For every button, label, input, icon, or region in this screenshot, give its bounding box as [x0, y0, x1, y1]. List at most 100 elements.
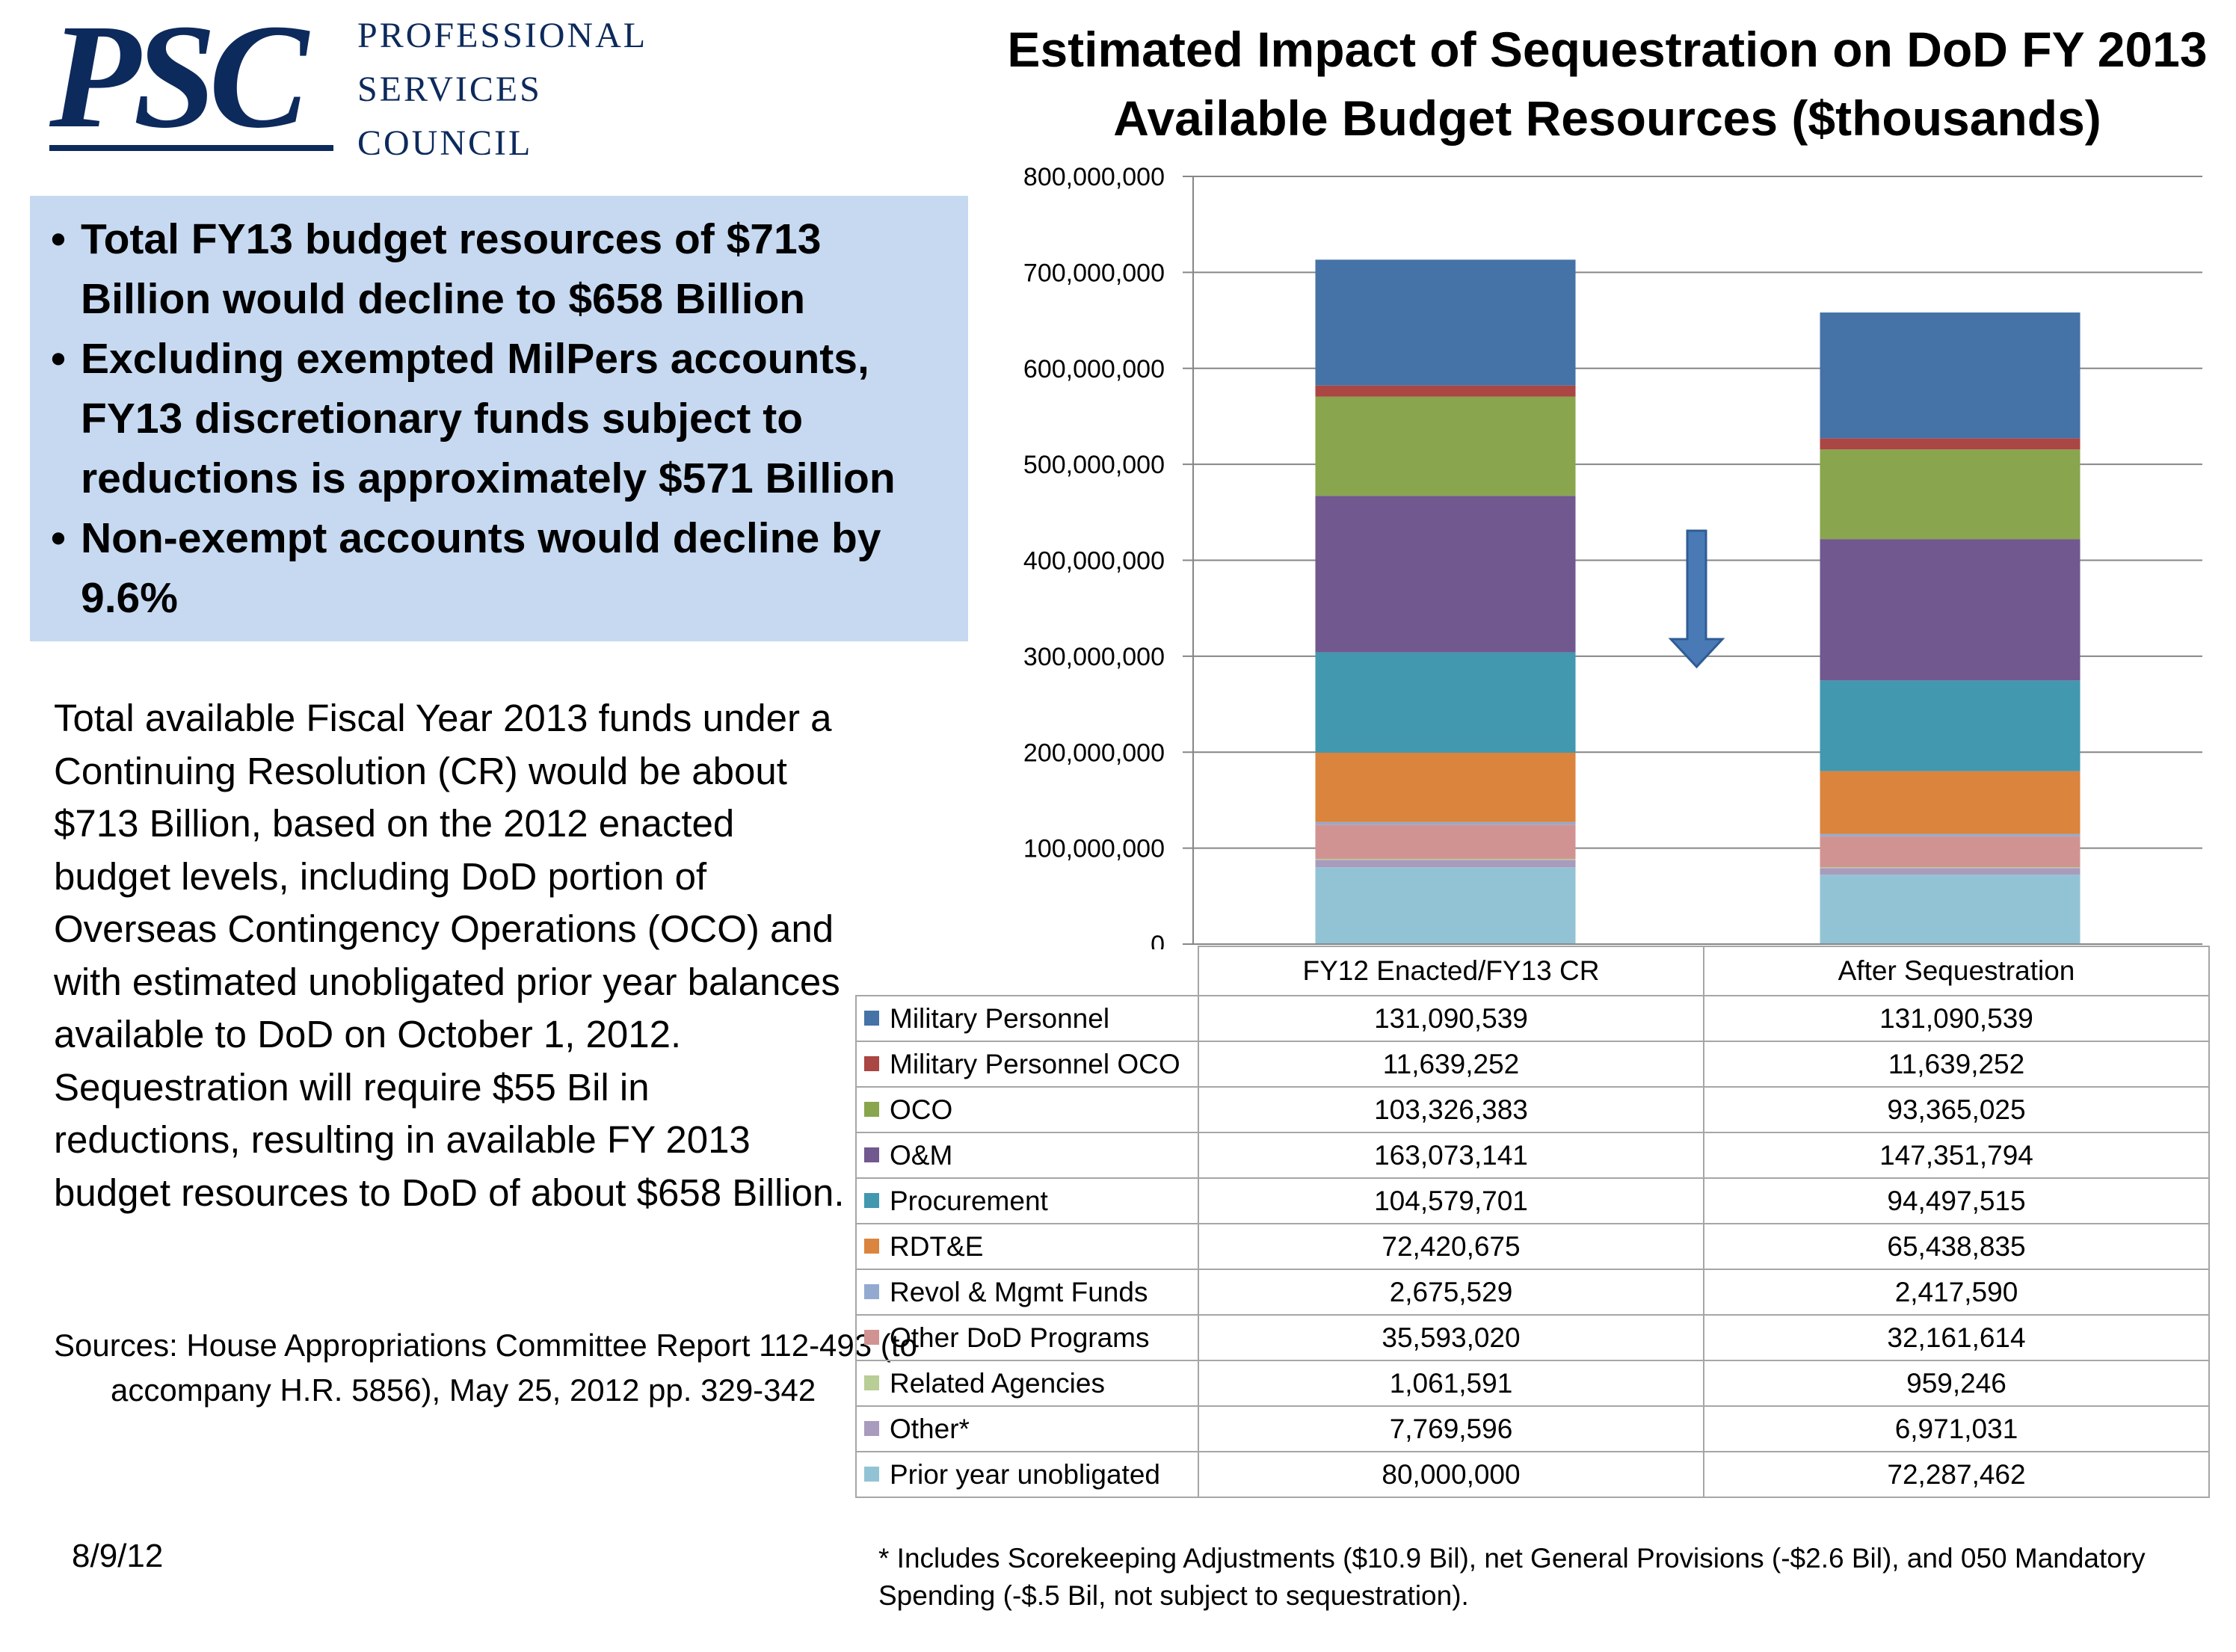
value-cell: 80,000,000 [1198, 1451, 1704, 1498]
column-header: After Sequestration [1703, 946, 2210, 996]
bar-segment [1315, 752, 1576, 822]
logo-mark: PSC [49, 0, 309, 159]
legend-swatch [864, 1420, 879, 1436]
table-row: Other DoD Programs 35,593,020 32,161,614 [855, 1314, 2210, 1361]
bar-segment [1820, 771, 2081, 834]
value-cell: 72,420,675 [1198, 1223, 1704, 1270]
y-tick-label: 200,000,000 [1023, 739, 1165, 767]
key-point: Excluding exempted MilPers accounts, FY1… [51, 329, 953, 508]
bar-segment [1820, 833, 2081, 836]
value-cell: 11,639,252 [1703, 1041, 2210, 1088]
value-cell: 131,090,539 [1198, 995, 1704, 1042]
series-name: Procurement [890, 1185, 1048, 1216]
series-name: OCO [890, 1094, 953, 1125]
bar-segment [1820, 875, 2081, 944]
table-corner [856, 946, 1199, 996]
bar-segment [1820, 868, 2081, 875]
bar-segment [1315, 385, 1576, 397]
bar-segment [1315, 822, 1576, 825]
axes [1192, 176, 2202, 945]
series-name: Revol & Mgmt Funds [890, 1276, 1148, 1307]
series-name-cell: RDT&E [855, 1223, 1199, 1270]
value-cell: 65,438,835 [1703, 1223, 2210, 1270]
table-row: Revol & Mgmt Funds 2,675,529 2,417,590 [855, 1269, 2210, 1316]
key-points-list: Total FY13 budget resources of $713 Bill… [51, 209, 953, 628]
legend-swatch [864, 1192, 879, 1208]
series-name-cell: Military Personnel OCO [855, 1041, 1199, 1088]
bar-segment [1820, 312, 2081, 439]
series-name: Other* [890, 1413, 970, 1444]
table-row: Prior year unobligated 80,000,000 72,287,4… [855, 1451, 2210, 1498]
legend-swatch [864, 1375, 879, 1390]
series-name-cell: Military Personnel [855, 995, 1199, 1042]
y-tick-label: 400,000,000 [1023, 547, 1165, 576]
series-name: Military Personnel [890, 1002, 1110, 1034]
value-cell: 163,073,141 [1198, 1132, 1704, 1179]
sources-citation: Sources: House Appropriations Committee … [54, 1328, 917, 1408]
series-name-cell: Revol & Mgmt Funds [855, 1269, 1199, 1316]
series-name-cell: Prior year unobligated [855, 1451, 1199, 1498]
value-cell: 72,287,462 [1703, 1451, 2210, 1498]
legend-swatch [864, 1147, 879, 1162]
legend-swatch [864, 1466, 879, 1482]
table-row: Other* 7,769,596 6,971,031 [855, 1405, 2210, 1452]
value-cell: 7,769,596 [1198, 1405, 1704, 1452]
table-row: RDT&E 72,420,675 65,438,835 [855, 1223, 2210, 1270]
bar-segment [1820, 438, 2081, 450]
table-row: Procurement 104,579,701 94,497,515 [855, 1177, 2210, 1224]
value-cell: 147,351,794 [1703, 1132, 2210, 1179]
legend-swatch [864, 1283, 879, 1299]
series-name-cell: Other* [855, 1405, 1199, 1452]
series-name-cell: O&M [855, 1132, 1199, 1179]
bar-segment [1315, 396, 1576, 496]
legend-swatch [864, 1010, 879, 1026]
series-name: Related Agencies [890, 1367, 1105, 1399]
bar-segment [1315, 867, 1576, 944]
table-row: Related Agencies 1,061,591 959,246 [855, 1360, 2210, 1407]
table-row: OCO 103,326,383 93,365,025 [855, 1086, 2210, 1133]
series-name: Military Personnel OCO [890, 1048, 1180, 1079]
bar-segment [1315, 652, 1576, 753]
logo-words: PROFESSIONAL SERVICES COUNCIL [357, 9, 647, 170]
y-axis-ticks: 0 100,000,000 200,000,000 300,000,000 400,00… [1023, 163, 1193, 949]
bar-segment [1820, 539, 2081, 681]
bar-segment [1315, 860, 1576, 868]
bar-segment [1315, 825, 1576, 859]
value-cell: 2,675,529 [1198, 1269, 1704, 1316]
legend-swatch [864, 1055, 879, 1071]
chart-title: Estimated Impact of Sequestration on DoD… [972, 15, 2236, 152]
series-name-cell: Other DoD Programs [855, 1314, 1199, 1361]
legend-swatch [864, 1329, 879, 1345]
table-row: O&M 163,073,141 147,351,794 [855, 1132, 2210, 1179]
y-tick-label: 500,000,000 [1023, 451, 1165, 479]
stacked-bar-chart: 0 100,000,000 200,000,000 300,000,000 400,00… [1023, 163, 2202, 949]
y-tick-label: 0 [1151, 931, 1165, 949]
series-name: Other DoD Programs [890, 1322, 1150, 1353]
chart-title-line-1: Estimated Impact of Sequestration on DoD… [1007, 22, 2208, 77]
logo-rule [49, 145, 333, 151]
y-tick-label: 100,000,000 [1023, 835, 1165, 863]
value-cell: 131,090,539 [1703, 995, 2210, 1042]
value-cell: 35,593,020 [1198, 1314, 1704, 1361]
value-cell: 93,365,025 [1703, 1086, 2210, 1133]
y-tick-label: 600,000,000 [1023, 355, 1165, 383]
logo-line-3: COUNCIL [357, 123, 533, 163]
footnote: * Includes Scorekeeping Adjustments ($10… [878, 1543, 2146, 1611]
series-name: O&M [890, 1139, 953, 1171]
value-cell: 103,326,383 [1198, 1086, 1704, 1133]
table-row: Military Personnel OCO 11,639,252 11,639,2… [855, 1041, 2210, 1088]
y-tick-label: 300,000,000 [1023, 643, 1165, 671]
bar-segment [1315, 858, 1576, 860]
value-cell: 94,497,515 [1703, 1177, 2210, 1224]
y-tick-label: 800,000,000 [1023, 163, 1165, 191]
value-cell: 1,061,591 [1198, 1360, 1704, 1407]
chart-title-line-2: Available Budget Resources ($thousands) [1113, 90, 2101, 146]
column-header: FY12 Enacted/FY13 CR [1198, 946, 1704, 996]
bar-segment [1820, 449, 2081, 540]
down-arrow-icon [1668, 529, 1725, 669]
value-cell: 2,417,590 [1703, 1269, 2210, 1316]
value-cell: 11,639,252 [1198, 1041, 1704, 1088]
chart-data-table: FY12 Enacted/FY13 CR After Sequestration… [855, 946, 2210, 1498]
psc-logo: PSC PROFESSIONAL SERVICES COUNCIL [49, 0, 647, 163]
logo-line-1: PROFESSIONAL [357, 16, 648, 55]
